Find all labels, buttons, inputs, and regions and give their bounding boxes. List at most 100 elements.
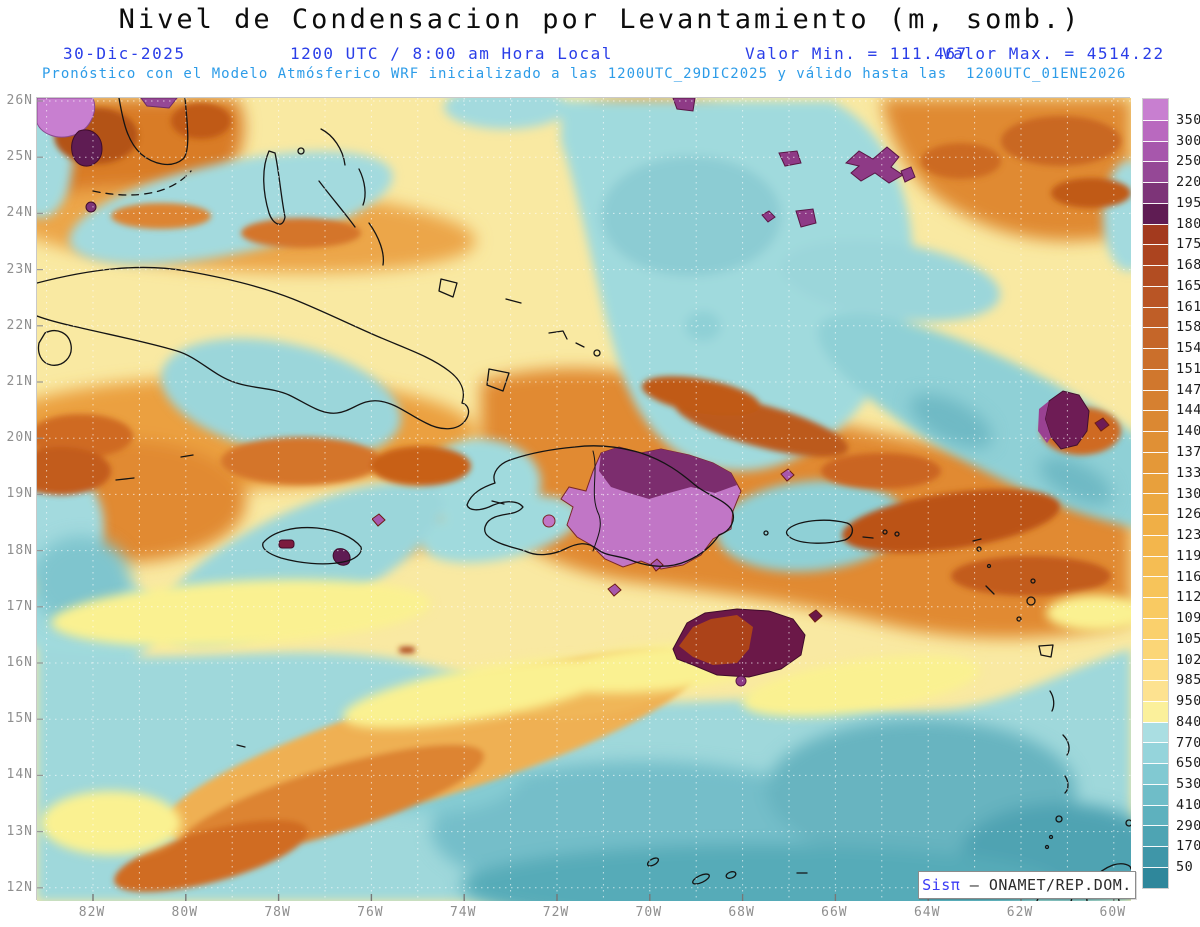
lat-label: 17N	[6, 598, 33, 614]
colorbar-label: 1265	[1176, 506, 1200, 523]
valid-date: 30-Dic-2025	[63, 44, 186, 63]
colorbar-label: 1475	[1176, 381, 1200, 398]
lat-label: 16N	[6, 655, 33, 670]
lon-label: 80W	[171, 905, 199, 920]
colorbar-segment	[1143, 140, 1168, 162]
colorbar-label: 1160	[1176, 568, 1200, 585]
colorbar-segment	[1143, 597, 1168, 618]
value-max: Valor Max. = 4514.22	[942, 44, 1165, 63]
lat-label: 12N	[6, 879, 33, 895]
lat-label: 18N	[6, 542, 33, 558]
lon-label: 66W	[821, 905, 848, 920]
colorbar-segment	[1143, 534, 1168, 556]
colorbar-segment	[1143, 804, 1168, 826]
lon-label: 60W	[1099, 905, 1127, 920]
colorbar-segment	[1143, 763, 1168, 784]
colorbar-label: 1440	[1176, 402, 1200, 419]
colorbar-label: 530	[1176, 776, 1200, 793]
colorbar-segment	[1143, 306, 1168, 328]
lon-label: 62W	[1006, 905, 1034, 920]
colorbar-label: 2500	[1176, 153, 1200, 170]
colorbar-label: 50	[1176, 859, 1194, 876]
colorbar-label: 1750	[1176, 236, 1200, 253]
colorbar-label: 1090	[1176, 610, 1200, 627]
colorbar-segment	[1143, 285, 1168, 307]
lon-label: 78W	[264, 905, 291, 920]
colorbar-segment	[1143, 825, 1168, 846]
colorbar	[1142, 98, 1169, 889]
colorbar-segment	[1143, 431, 1168, 452]
colorbar-segment	[1143, 348, 1168, 369]
colorbar-segment	[1143, 555, 1168, 577]
colorbar-label: 650	[1176, 755, 1200, 772]
colorbar-label: 1335	[1176, 464, 1200, 481]
lat-label: 24N	[6, 205, 33, 221]
colorbar-segment	[1143, 783, 1168, 805]
lat-label: 20N	[6, 430, 33, 446]
colorbar-segment	[1143, 202, 1168, 224]
colorbar-segment	[1143, 368, 1168, 390]
colorbar-label: 770	[1176, 734, 1200, 751]
colorbar-label: 3500	[1176, 111, 1200, 128]
colorbar-label: 950	[1176, 693, 1200, 710]
lon-label: 64W	[913, 905, 941, 920]
lon-label: 70W	[635, 905, 663, 920]
lon-label: 74W	[449, 905, 477, 920]
colorbar-label: 1650	[1176, 277, 1200, 294]
colorbar-segment	[1143, 182, 1168, 203]
colorbar-label: 410	[1176, 796, 1200, 813]
colorbar-label: 1195	[1176, 547, 1200, 564]
colorbar-segment	[1143, 514, 1168, 535]
colorbar-segment	[1143, 223, 1168, 245]
colorbar-label: 1800	[1176, 215, 1200, 232]
graticule	[37, 98, 1131, 901]
colorbar-label: 1950	[1176, 194, 1200, 211]
colorbar-label: 1405	[1176, 423, 1200, 440]
colorbar-segment	[1143, 721, 1168, 743]
yellow-accents	[41, 579, 1131, 855]
colorbar-segment	[1143, 265, 1168, 286]
colorbar-segment	[1143, 244, 1168, 265]
colorbar-segment	[1143, 742, 1168, 763]
colorbar-segment	[1143, 638, 1168, 660]
map-area	[36, 97, 1131, 901]
colorbar-label: 1300	[1176, 485, 1200, 502]
colorbar-label: 1020	[1176, 651, 1200, 668]
watermark-app: Sisπ	[922, 876, 961, 894]
contour-map	[37, 98, 1131, 901]
colorbar-segment	[1143, 700, 1168, 722]
colorbar-segment	[1143, 327, 1168, 348]
colorbar-label: 840	[1176, 713, 1200, 730]
colorbar-segment	[1143, 472, 1168, 494]
colorbar-segment	[1143, 99, 1168, 120]
colorbar-segment	[1143, 410, 1168, 431]
colorbar-label: 985	[1176, 672, 1200, 689]
colorbar-label: 1580	[1176, 319, 1200, 336]
purple-maxima	[37, 98, 1110, 687]
lat-label: 14N	[6, 767, 33, 783]
colorbar-segment	[1143, 389, 1168, 411]
colorbar-label: 2200	[1176, 174, 1200, 191]
colorbar-label: 1510	[1176, 360, 1200, 377]
lat-label: 25N	[6, 149, 33, 165]
valid-time: 1200 UTC / 8:00 am Hora Local	[290, 44, 613, 63]
colorbar-segment	[1143, 680, 1168, 701]
chart-title: Nivel de Condensacion por Levantamiento …	[118, 4, 1082, 35]
lat-label: 15N	[6, 711, 33, 727]
value-min: Valor Min. = 111.467	[745, 44, 968, 63]
colorbar-segment	[1143, 161, 1168, 182]
colorbar-label: 1055	[1176, 630, 1200, 647]
colorbar-label: 1615	[1176, 298, 1200, 315]
forecast-line: Pronóstico con el Modelo Atmósferico WRF…	[42, 66, 1127, 82]
lon-label: 68W	[728, 905, 755, 920]
colorbar-label: 170	[1176, 838, 1200, 855]
colorbar-label: 1370	[1176, 443, 1200, 460]
colorbar-label: 1545	[1176, 340, 1200, 357]
lon-label: 76W	[357, 905, 384, 920]
lat-label: 13N	[6, 823, 33, 839]
colorbar-label: 1685	[1176, 257, 1200, 274]
colorbar-label: 1230	[1176, 527, 1200, 544]
colorbar-segment	[1143, 119, 1168, 141]
colorbar-segment	[1143, 493, 1168, 514]
